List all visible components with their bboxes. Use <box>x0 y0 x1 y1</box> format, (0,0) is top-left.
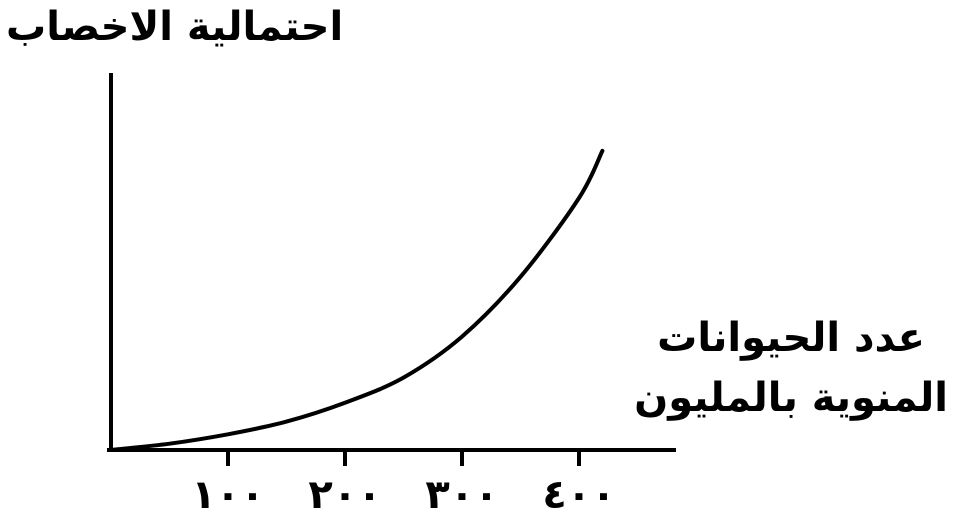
x-axis-label: عدد الحيوانات المنوية بالمليون <box>634 308 948 428</box>
y-axis-label: احتمالية الاخصاب <box>6 4 344 50</box>
x-axis-label-line-2: المنوية بالمليون <box>634 375 948 421</box>
x-tick-label-300: ٣٠٠ <box>425 472 498 518</box>
x-tick-label-200: ٢٠٠ <box>308 472 381 518</box>
x-tick-label-400: ٤٠٠ <box>542 472 615 518</box>
series-line <box>109 148 605 452</box>
x-tick-label-100: ١٠٠ <box>191 472 264 518</box>
x-axis-label-line-1: عدد الحيوانات <box>657 315 925 361</box>
